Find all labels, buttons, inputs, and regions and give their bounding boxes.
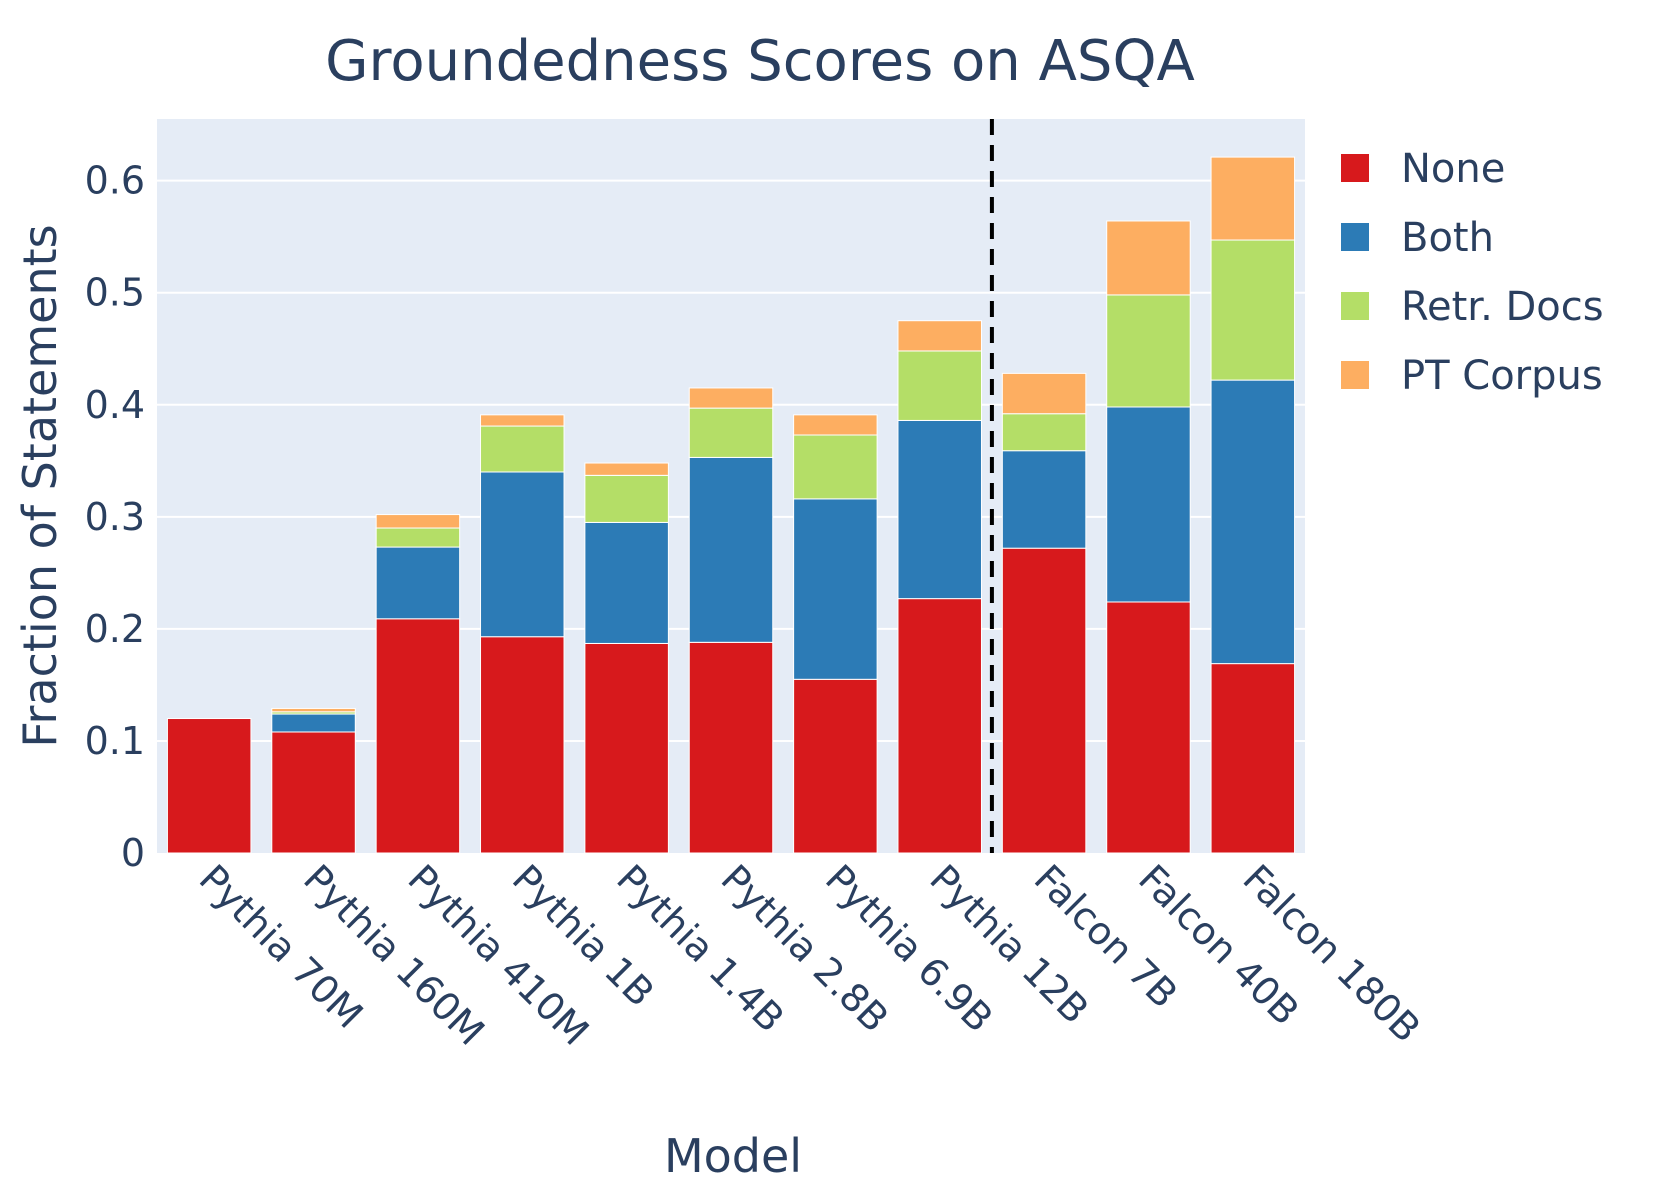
- bar-segment: [480, 425, 565, 473]
- bar-segment: [375, 618, 461, 854]
- x-tick-label: Pythia 410M: [400, 856, 598, 1054]
- bar-segment: [897, 320, 982, 352]
- y-tick-labels: 0 0.1 0.2 0.3 0.4 0.5 0.6: [85, 159, 145, 875]
- legend-label: PT Corpus: [1401, 353, 1603, 399]
- bar-segment: [480, 414, 565, 427]
- bar-segment: [375, 514, 461, 529]
- bar-segment: [480, 471, 565, 638]
- bar-segment: [1210, 663, 1296, 854]
- bar-segment: [584, 462, 669, 476]
- bars: [166, 156, 1296, 854]
- bar-segment: [1001, 547, 1087, 854]
- y-tick-label: 0.6: [85, 159, 145, 203]
- x-tick-label: Falcon 180B: [1234, 856, 1429, 1051]
- bar-segment: [1210, 156, 1296, 241]
- bar-segment: [584, 642, 669, 854]
- legend-swatch: [1341, 223, 1369, 251]
- legend-swatch: [1341, 361, 1369, 389]
- bar-segment: [1001, 450, 1087, 549]
- chart-title: Groundedness Scores on ASQA: [325, 29, 1195, 94]
- bar-segment: [1106, 294, 1191, 408]
- bar-segment: [688, 407, 774, 458]
- y-tick-label: 0.1: [85, 719, 145, 763]
- y-tick-label: 0.4: [85, 383, 145, 427]
- bar-segment: [271, 731, 356, 854]
- y-axis-title: Fraction of Statements: [13, 224, 67, 747]
- legend-label: None: [1401, 146, 1505, 192]
- bar-segment: [375, 527, 461, 548]
- bar-segment: [897, 598, 982, 854]
- bar-segment: [793, 434, 878, 500]
- bar-segment: [1106, 220, 1191, 296]
- bar-segment: [1210, 379, 1296, 665]
- bar-segment: [1106, 601, 1191, 854]
- bar-segment: [688, 387, 774, 409]
- y-tick-label: 0.5: [85, 271, 145, 315]
- bar-segment: [1001, 413, 1087, 452]
- bar-segment: [271, 707, 356, 713]
- bar-segment: [480, 636, 565, 854]
- legend-label: Retr. Docs: [1401, 284, 1604, 330]
- bar-segment: [793, 498, 878, 680]
- y-tick-label: 0.3: [85, 495, 145, 539]
- bar-segment: [688, 641, 774, 854]
- legend: None Both Retr. Docs PT Corpus: [1341, 146, 1604, 399]
- bar-segment: [688, 456, 774, 643]
- bar-segment: [793, 414, 878, 436]
- bar-segment: [584, 521, 669, 644]
- y-tick-label: 0.2: [85, 607, 145, 651]
- bar-segment: [1106, 406, 1191, 603]
- bar-segment: [1001, 372, 1087, 415]
- legend-label: Both: [1401, 215, 1494, 261]
- bar-segment: [793, 678, 878, 854]
- legend-swatch: [1341, 292, 1369, 320]
- y-tick-label: 0: [121, 831, 145, 875]
- bar-segment: [897, 419, 982, 600]
- bar-segment: [166, 718, 252, 854]
- legend-swatch: [1341, 154, 1369, 182]
- bar-segment: [584, 474, 669, 523]
- bar-segment: [271, 713, 356, 733]
- x-axis-title: Model: [664, 1129, 802, 1183]
- bar-segment: [375, 546, 461, 620]
- bar-segment: [1210, 239, 1296, 381]
- x-tick-label: Pythia 160M: [295, 856, 493, 1054]
- bar-segment: [897, 350, 982, 421]
